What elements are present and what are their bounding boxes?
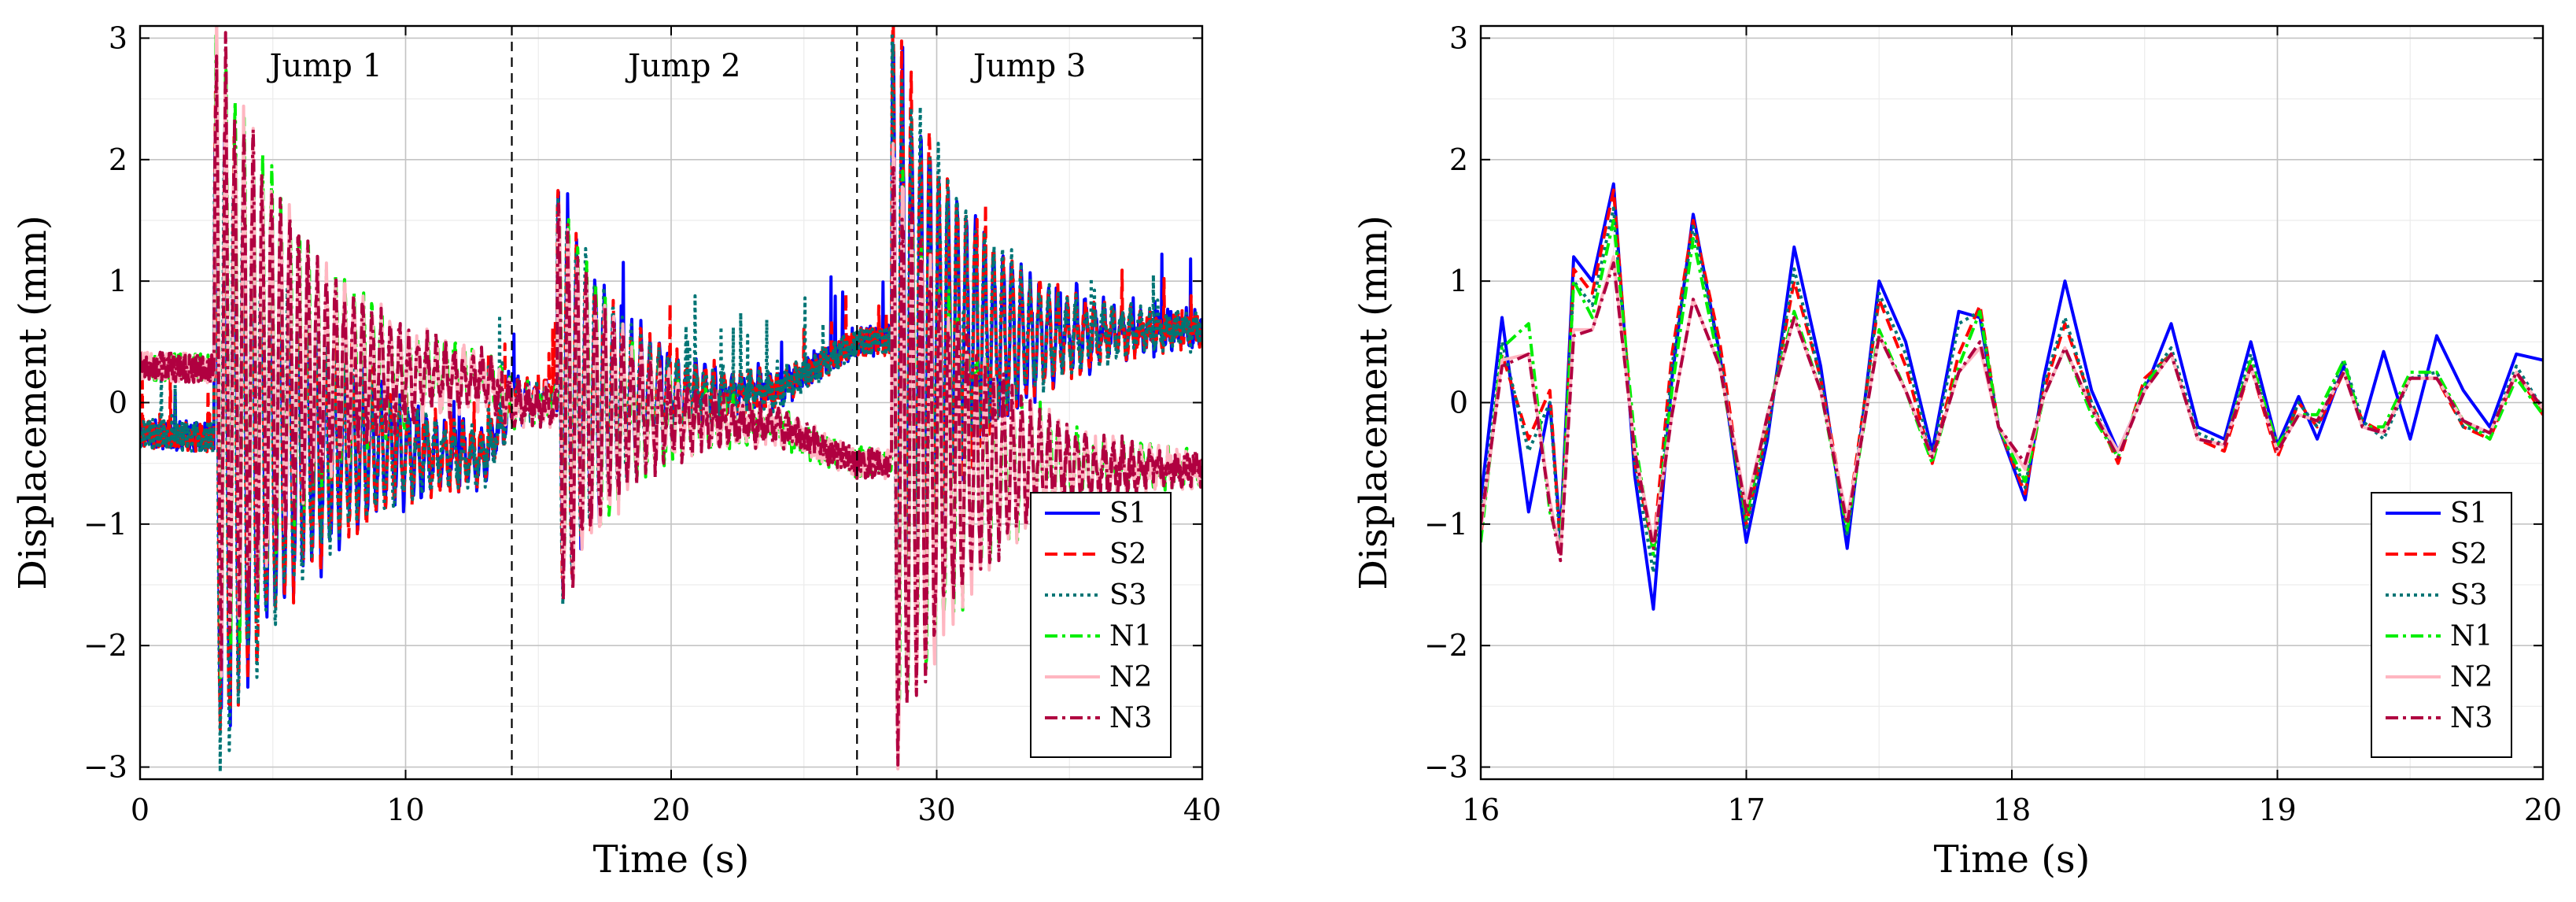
- y-tick-label: 0: [1449, 386, 1468, 420]
- annotation-label: Jump 1: [267, 48, 383, 84]
- y-tick-label: −3: [1424, 750, 1468, 785]
- y-tick-label: −2: [83, 628, 127, 663]
- left-annotations: Jump 1 Jump 2 Jump 3: [267, 26, 1087, 779]
- right-axes: 16 17 18 19 20 −3 −2 −1 0 1 2 3: [1424, 20, 2562, 827]
- y-tick-label: −3: [83, 750, 127, 785]
- y-tick-label: −2: [1424, 628, 1468, 663]
- y-tick-label: −1: [83, 507, 127, 542]
- y-tick-label: 3: [1449, 20, 1468, 55]
- legend-label-N3: N3: [2450, 702, 2493, 734]
- left-y-axis-label: Displacement (mm): [11, 215, 55, 590]
- series-line-N2: [1481, 255, 2543, 556]
- y-tick-label: 2: [109, 142, 127, 177]
- legend-label-S1: S1: [2450, 497, 2488, 530]
- right-y-axis-label: Displacement (mm): [1352, 215, 1396, 590]
- y-tick-label: 1: [109, 264, 127, 298]
- right-grid: [1480, 26, 2544, 779]
- legend-label-S1: S1: [1109, 497, 1147, 530]
- y-tick-label: 3: [109, 20, 127, 55]
- y-tick-label: 1: [1449, 264, 1468, 298]
- left-x-axis-label: Time (s): [593, 837, 750, 882]
- series-line-N3: [140, 31, 1202, 767]
- x-tick-label: 30: [917, 793, 955, 827]
- legend-label-S2: S2: [1109, 538, 1147, 571]
- legend-label-N2: N2: [1109, 661, 1152, 693]
- left-axes: 0 10 20 30 40 −3 −2 −1 0 1 2 3: [83, 20, 1221, 827]
- x-tick-label: 20: [652, 793, 690, 827]
- x-tick-label: 40: [1183, 793, 1221, 827]
- right-chart: 16 17 18 19 20 −3 −2 −1 0 1 2 3 Time (s) Displaceme…: [1352, 20, 2562, 882]
- x-tick-label: 18: [1993, 793, 2031, 827]
- x-tick-label: 10: [386, 793, 424, 827]
- annotation-label: Jump 2: [625, 48, 741, 84]
- y-tick-label: −1: [1424, 507, 1468, 542]
- legend-label-S2: S2: [2450, 538, 2488, 571]
- x-tick-label: 19: [2258, 793, 2296, 827]
- left-legend: S1 S2 S3 N1 N2 N3: [1030, 492, 1172, 758]
- legend-label-S3: S3: [2450, 579, 2488, 612]
- y-tick-label: 2: [1449, 142, 1468, 177]
- x-tick-label: 20: [2524, 793, 2562, 827]
- legend-label-N2: N2: [2450, 661, 2493, 693]
- annotation-label: Jump 3: [970, 48, 1087, 84]
- right-series-layer: [1481, 182, 2543, 611]
- left-chart: Jump 1 Jump 2 Jump 3 0 10 20 30 40 −3 −2 −1 0 1 2 3 T…: [11, 20, 1221, 882]
- y-tick-label: 0: [109, 386, 127, 420]
- legend-box: [1030, 492, 1172, 758]
- series-line-N1: [1481, 219, 2543, 556]
- x-tick-label: 17: [1727, 793, 1765, 827]
- legend-label-N1: N1: [1109, 620, 1152, 652]
- right-x-axis-label: Time (s): [1934, 837, 2091, 882]
- right-legend: S1 S2 S3 N1 N2 N3: [2371, 492, 2512, 758]
- legend-box: [2371, 492, 2512, 758]
- x-tick-label: 0: [131, 793, 149, 827]
- legend-label-S3: S3: [1109, 579, 1147, 612]
- left-series-layer: [140, 26, 1202, 774]
- x-tick-label: 16: [1462, 793, 1500, 827]
- series-line-N3: [1481, 261, 2543, 563]
- legend-label-N3: N3: [1109, 702, 1152, 734]
- legend-label-N1: N1: [2450, 620, 2493, 652]
